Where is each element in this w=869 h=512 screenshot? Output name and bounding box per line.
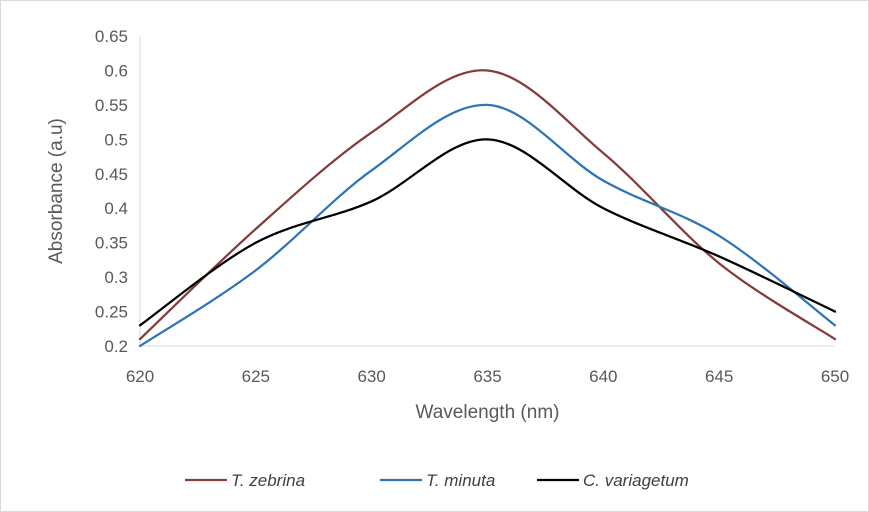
series-line-2 bbox=[138, 103, 837, 348]
y-tick-label: 0.6 bbox=[104, 61, 128, 80]
x-tick-label: 640 bbox=[589, 367, 617, 386]
series-line-1 bbox=[138, 69, 837, 341]
x-tick-label: 620 bbox=[126, 367, 154, 386]
y-tick-label: 0.55 bbox=[95, 96, 128, 115]
y-tick-label: 0.35 bbox=[95, 234, 128, 253]
y-tick-label: 0.5 bbox=[104, 130, 128, 149]
y-tick-label: 0.45 bbox=[95, 165, 128, 184]
x-tick-label: 650 bbox=[821, 367, 849, 386]
x-tick-label: 635 bbox=[473, 367, 501, 386]
y-tick-label: 0.2 bbox=[104, 337, 128, 356]
y-tick-label: 0.4 bbox=[104, 199, 128, 218]
legend-label: C. variagetum bbox=[583, 471, 689, 490]
x-axis-title: Wavelength (nm) bbox=[416, 402, 560, 423]
y-axis-title: Absorbance (a.u) bbox=[46, 118, 67, 264]
x-tick-label: 625 bbox=[242, 367, 270, 386]
y-tick-label: 0.65 bbox=[95, 27, 128, 46]
series-line-3 bbox=[138, 138, 837, 327]
legend-label: T. zebrina bbox=[231, 471, 305, 490]
legend: T. zebrina T. minuta C. variagetum bbox=[185, 471, 689, 490]
x-tick-label: 630 bbox=[357, 367, 385, 386]
y-tick-labels: 0.2 0.25 0.3 0.35 0.4 0.45 0.5 0.55 0.6 0.65 bbox=[95, 27, 128, 356]
legend-label: T. minuta bbox=[426, 471, 495, 490]
x-tick-label: 645 bbox=[705, 367, 733, 386]
series-lines bbox=[138, 69, 837, 348]
y-tick-label: 0.25 bbox=[95, 303, 128, 322]
y-tick-label: 0.3 bbox=[104, 268, 128, 287]
x-tick-labels: 620 625 630 635 640 645 650 bbox=[126, 367, 849, 386]
